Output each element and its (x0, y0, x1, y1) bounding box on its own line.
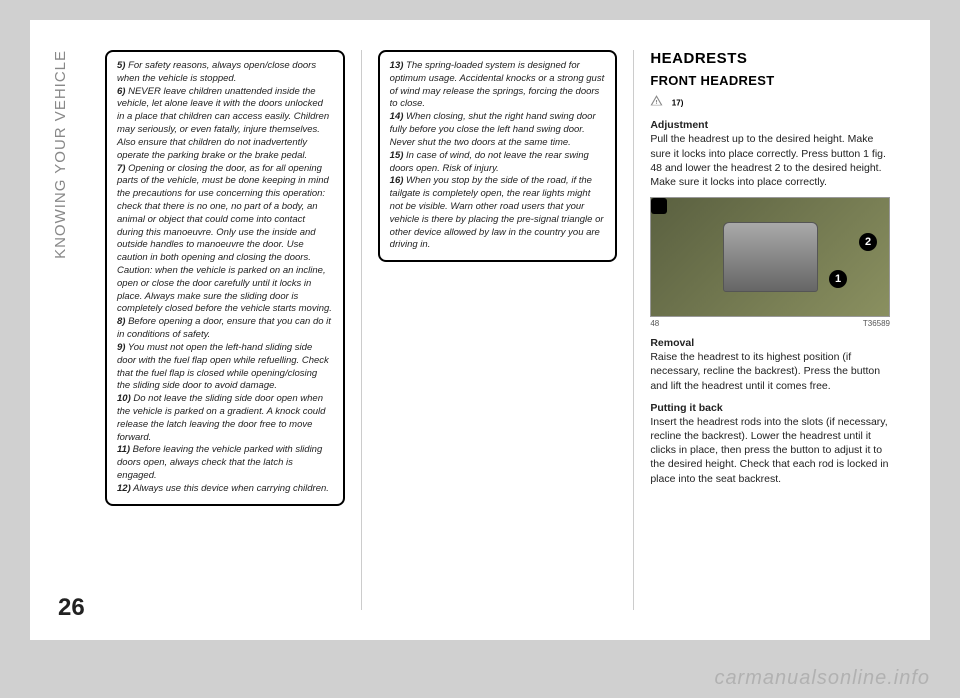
adjustment-text: Pull the headrest up to the desired heig… (650, 133, 886, 188)
warning-icon (650, 94, 663, 112)
column-1: 5) For safety reasons, always open/close… (105, 50, 362, 610)
page-number: 26 (58, 594, 85, 622)
column-3: HEADRESTS FRONT HEADREST 17) Adjustment … (650, 50, 890, 610)
headrest-shape (723, 222, 818, 293)
column-2: 13) The spring-loaded system is designed… (378, 50, 635, 610)
putting-back-section: Putting it back Insert the headrest rods… (650, 401, 890, 486)
section-label: KNOWING YOUR VEHICLE (52, 50, 69, 259)
figure-meta: 48 T36589 (650, 319, 890, 328)
content-columns: 5) For safety reasons, always open/close… (105, 50, 890, 610)
figure-number: 48 (650, 319, 659, 328)
adjustment-title: Adjustment (650, 119, 708, 131)
removal-section: Removal Raise the headrest to its highes… (650, 336, 890, 393)
putting-back-title: Putting it back (650, 402, 722, 414)
removal-title: Removal (650, 337, 694, 349)
adjustment-section: Adjustment Pull the headrest up to the d… (650, 118, 890, 189)
callout-1: 1 (829, 270, 847, 288)
warning-ref-text: 17) (672, 99, 684, 108)
watermark: carmanualsonline.info (714, 667, 930, 690)
removal-text: Raise the headrest to its highest positi… (650, 351, 880, 391)
callout-2: 2 (859, 233, 877, 251)
manual-page: KNOWING YOUR VEHICLE 26 5) For safety re… (30, 20, 930, 640)
putting-back-text: Insert the headrest rods into the slots … (650, 416, 888, 485)
warning-box-1: 5) For safety reasons, always open/close… (105, 50, 345, 506)
heading-headrests: HEADRESTS (650, 50, 890, 67)
heading-front-headrest: FRONT HEADREST (650, 73, 890, 88)
callout-a: A (651, 198, 667, 214)
figure-48: A 2 1 (650, 197, 890, 317)
figure-code: T36589 (863, 319, 890, 328)
warning-reference: 17) (650, 94, 890, 112)
warning-box-2: 13) The spring-loaded system is designed… (378, 50, 618, 262)
